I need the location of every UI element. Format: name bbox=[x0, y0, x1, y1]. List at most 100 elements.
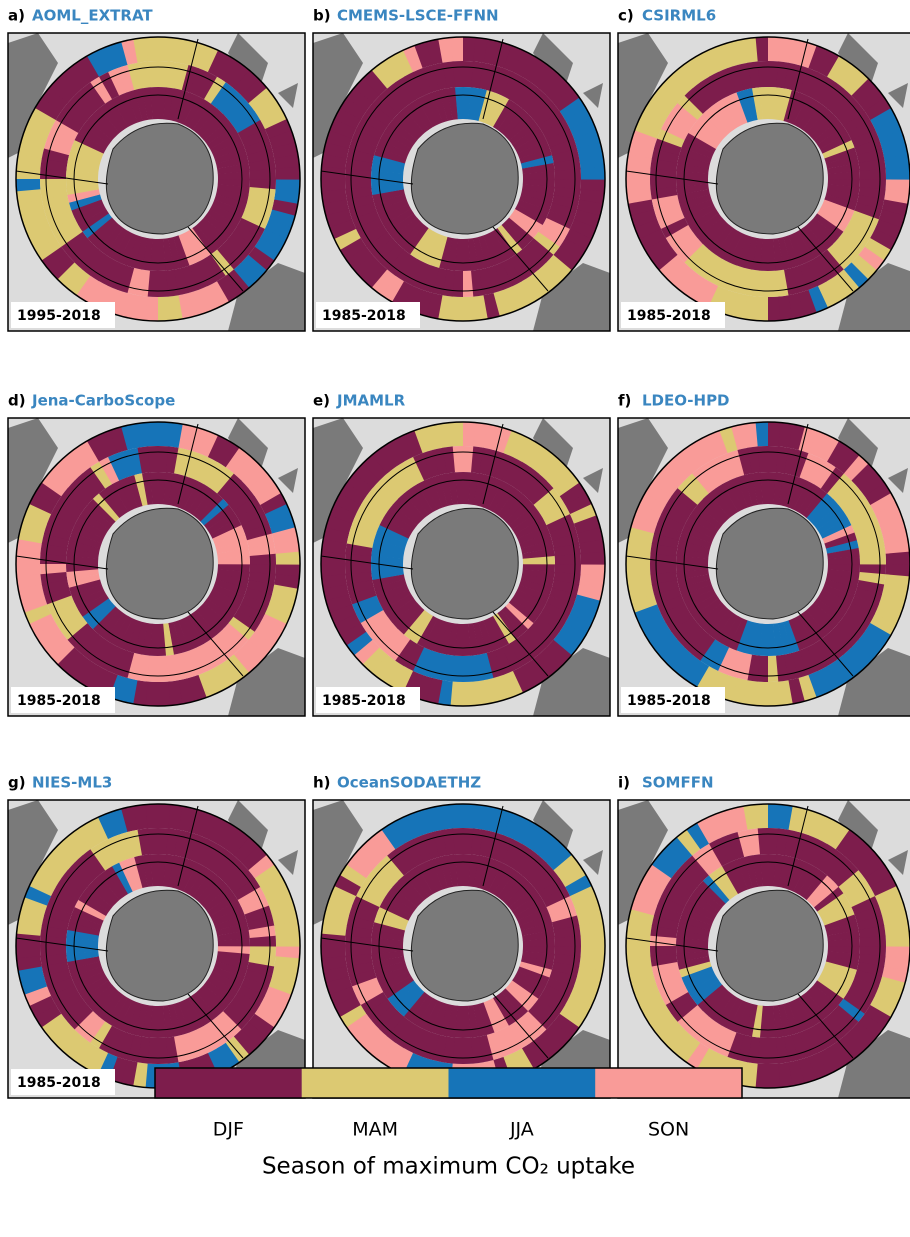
map-cell bbox=[379, 589, 411, 610]
map-cell bbox=[272, 527, 298, 544]
map bbox=[618, 418, 910, 716]
map-cell bbox=[41, 854, 68, 879]
map-cell bbox=[838, 616, 865, 641]
map-cell bbox=[817, 817, 840, 845]
map-cell bbox=[817, 976, 848, 1000]
map-cell bbox=[625, 945, 651, 959]
map-cell bbox=[74, 132, 107, 154]
map-cell bbox=[806, 457, 828, 485]
map-cell bbox=[521, 244, 547, 270]
map-cell bbox=[799, 453, 819, 481]
map-cell bbox=[462, 296, 476, 322]
map-cell bbox=[366, 231, 393, 255]
map-cell bbox=[233, 70, 259, 96]
map-cell bbox=[387, 82, 411, 109]
map-cell bbox=[223, 95, 249, 121]
map-cell bbox=[684, 243, 709, 270]
map-cell bbox=[634, 218, 662, 239]
map-cell bbox=[671, 998, 698, 1022]
map-cell bbox=[688, 892, 719, 916]
map-cell bbox=[403, 812, 424, 840]
period-label: 1985-2018 bbox=[627, 693, 711, 709]
land bbox=[228, 263, 305, 331]
map-cell bbox=[379, 517, 412, 539]
map-cell bbox=[346, 854, 373, 879]
map-cell bbox=[87, 817, 109, 844]
map-cell bbox=[87, 217, 116, 245]
map-cell bbox=[133, 1003, 148, 1037]
map-cell bbox=[371, 654, 396, 681]
map-cell bbox=[819, 971, 852, 993]
map-cell bbox=[198, 430, 219, 458]
map-cell bbox=[783, 235, 800, 268]
map-cell bbox=[731, 424, 748, 450]
map-cell bbox=[228, 488, 255, 512]
map-cell bbox=[645, 864, 672, 887]
map-cell bbox=[329, 218, 357, 239]
map-cell bbox=[651, 148, 680, 163]
map-cell bbox=[397, 493, 425, 522]
map-cell bbox=[869, 995, 897, 1018]
map-cell bbox=[275, 551, 301, 565]
map-cell bbox=[67, 622, 93, 648]
map-cell bbox=[46, 210, 75, 229]
map-cell bbox=[630, 129, 658, 149]
map-cell bbox=[346, 472, 373, 497]
map-cell bbox=[512, 594, 543, 618]
map-cell bbox=[814, 886, 844, 912]
map-cell bbox=[462, 681, 476, 707]
map-cell bbox=[196, 643, 217, 672]
map-cell bbox=[371, 447, 396, 474]
map-cell bbox=[275, 946, 300, 959]
map-cell bbox=[530, 829, 555, 856]
map-cell bbox=[517, 966, 550, 986]
map-cell bbox=[847, 984, 875, 1006]
map-cell bbox=[483, 806, 501, 833]
map-cell bbox=[729, 859, 748, 892]
map-cell bbox=[788, 678, 805, 704]
map-cell bbox=[323, 584, 349, 601]
period-label: 1985-2018 bbox=[17, 693, 101, 709]
map-cell bbox=[207, 976, 238, 1000]
map-cell bbox=[248, 631, 275, 656]
map-cell bbox=[320, 945, 346, 959]
map-cell bbox=[783, 1034, 799, 1063]
land bbox=[618, 33, 668, 158]
map-cell bbox=[212, 584, 245, 604]
map-cell bbox=[808, 812, 829, 840]
map-cell bbox=[89, 639, 112, 667]
panel-letter: a) bbox=[8, 7, 25, 25]
map-cell bbox=[708, 991, 734, 1022]
map-cell bbox=[339, 622, 367, 646]
map-cell bbox=[108, 452, 127, 481]
panel-letter: i) bbox=[618, 774, 630, 792]
map-cell bbox=[133, 804, 149, 830]
map-cell bbox=[527, 623, 554, 648]
map-cell bbox=[237, 505, 266, 526]
map-cell bbox=[626, 538, 652, 554]
map-cell bbox=[254, 623, 281, 646]
map-cell bbox=[372, 237, 398, 263]
map-cell bbox=[515, 82, 540, 109]
map-cell bbox=[501, 258, 522, 287]
map-cell bbox=[189, 68, 209, 96]
map-cell bbox=[744, 88, 758, 121]
map-cell bbox=[334, 228, 361, 250]
map-cell bbox=[352, 128, 380, 148]
map-cell bbox=[372, 1004, 398, 1030]
map-cell bbox=[192, 103, 218, 134]
map-cell bbox=[422, 265, 440, 293]
map-cell bbox=[630, 896, 658, 916]
map-cell bbox=[521, 540, 554, 554]
map-cell bbox=[538, 610, 566, 633]
map-cell bbox=[431, 857, 448, 890]
map-cell bbox=[61, 616, 88, 640]
map-cell bbox=[111, 997, 133, 1030]
map-cell bbox=[233, 496, 261, 519]
colorbar-cell bbox=[301, 1068, 449, 1098]
map-cell bbox=[274, 921, 300, 937]
map-cell bbox=[847, 887, 876, 908]
map-cell bbox=[651, 631, 678, 656]
map-cell bbox=[697, 498, 726, 526]
map-cell bbox=[651, 854, 678, 879]
